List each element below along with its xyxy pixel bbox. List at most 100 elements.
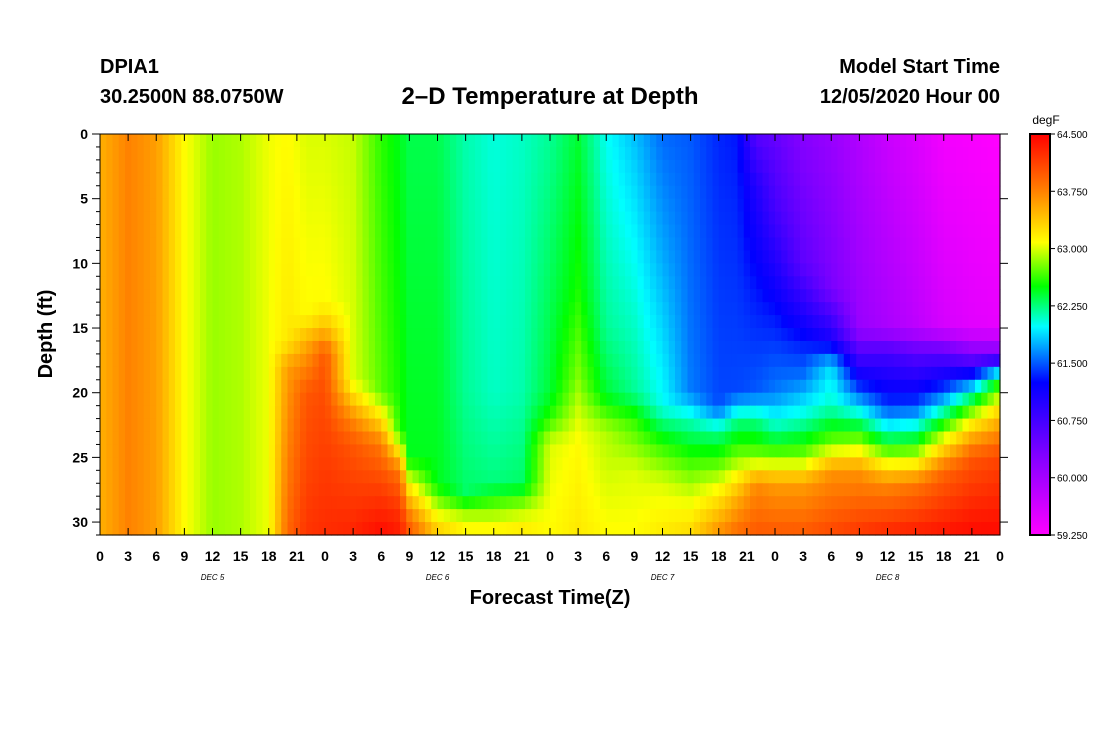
heatmap-cell <box>837 159 845 174</box>
heatmap-cell <box>912 315 920 329</box>
heatmap-cell <box>500 134 507 148</box>
heatmap-cell <box>806 315 814 329</box>
heatmap-cell <box>725 250 732 264</box>
heatmap-cell <box>525 315 532 329</box>
heatmap-cell <box>993 172 1001 187</box>
heatmap-cell <box>818 198 826 213</box>
heatmap-cell <box>475 328 482 342</box>
heatmap-cell <box>643 522 651 536</box>
heatmap-cell <box>937 392 945 407</box>
heatmap-cell <box>343 431 351 446</box>
heatmap-cell <box>631 263 639 277</box>
heatmap-cell <box>431 159 439 174</box>
heatmap-cell <box>987 509 995 523</box>
heatmap-cell <box>306 250 314 264</box>
heatmap-cell <box>612 483 620 497</box>
heatmap-cell <box>406 159 414 174</box>
heatmap-cell <box>137 431 145 446</box>
heatmap-cell <box>200 276 207 290</box>
heatmap-cell <box>962 172 970 187</box>
heatmap-cell <box>225 315 232 329</box>
heatmap-cell <box>843 237 851 252</box>
heatmap-cell <box>537 340 545 355</box>
heatmap-cell <box>256 353 264 368</box>
heatmap-cell <box>725 509 732 523</box>
heatmap-cell <box>525 185 532 200</box>
heatmap-cell <box>962 198 970 213</box>
heatmap-cell <box>612 418 620 433</box>
heatmap-cell <box>587 522 595 536</box>
heatmap-cell <box>362 418 370 433</box>
heatmap-cell <box>743 302 751 316</box>
y-tick-label: 20 <box>72 385 88 401</box>
heatmap-cell <box>581 250 589 264</box>
heatmap-cell <box>350 276 357 290</box>
heatmap-cell <box>156 315 164 329</box>
heatmap-cell <box>187 328 195 342</box>
heatmap-cell <box>131 457 139 471</box>
heatmap-cell <box>618 302 626 316</box>
heatmap-cell <box>418 431 426 446</box>
heatmap-cell <box>481 509 489 523</box>
heatmap-cell <box>837 483 845 497</box>
heatmap-cell <box>925 159 932 174</box>
heatmap-cell <box>937 289 945 303</box>
heatmap-cell <box>787 172 795 187</box>
heatmap-cell <box>862 224 870 239</box>
heatmap-cell <box>668 353 676 368</box>
heatmap-cell <box>512 211 520 226</box>
heatmap-cell <box>981 237 989 252</box>
heatmap-cell <box>512 483 520 497</box>
heatmap-cell <box>787 224 795 239</box>
heatmap-cell <box>575 302 582 316</box>
heatmap-cell <box>500 509 507 523</box>
heatmap-cell <box>362 302 370 316</box>
heatmap-cell <box>687 185 695 200</box>
heatmap-cell <box>456 185 464 200</box>
heatmap-cell <box>856 418 864 433</box>
heatmap-cell <box>418 198 426 213</box>
heatmap-cell <box>400 172 407 187</box>
heatmap-cell <box>668 340 676 355</box>
heatmap-cell <box>425 353 432 368</box>
heatmap-cell <box>862 185 870 200</box>
heatmap-cell <box>275 276 282 290</box>
heatmap-cell <box>218 302 226 316</box>
heatmap-cell <box>100 263 107 277</box>
heatmap-cell <box>712 315 720 329</box>
heatmap-cell <box>731 353 739 368</box>
heatmap-cell <box>112 483 120 497</box>
heatmap-cell <box>456 431 464 446</box>
heatmap-cell <box>981 250 989 264</box>
heatmap-cell <box>862 328 870 342</box>
heatmap-cell <box>375 263 382 277</box>
heatmap-cell <box>943 315 951 329</box>
heatmap-cell <box>375 418 382 433</box>
heatmap-cell <box>881 457 889 471</box>
heatmap-cell <box>962 134 970 148</box>
heatmap-cell <box>793 353 801 368</box>
heatmap-cell <box>500 172 507 187</box>
heatmap-cell <box>481 496 489 510</box>
heatmap-cell <box>906 496 914 510</box>
heatmap-cell <box>581 198 589 213</box>
heatmap-cell <box>475 146 482 161</box>
colorbar-ticks: 64.50063.75063.00062.25061.50060.75060.0… <box>1050 130 1088 542</box>
y-tick-label: 15 <box>72 320 88 336</box>
heatmap-cell <box>731 483 739 497</box>
heatmap-cell <box>475 289 482 303</box>
heatmap-cell <box>187 405 195 420</box>
heatmap-cell <box>506 444 514 458</box>
heatmap-cell <box>731 340 739 355</box>
heatmap-cell <box>968 366 976 381</box>
heatmap-cell <box>456 444 464 458</box>
heatmap-cell <box>475 496 482 510</box>
heatmap-cell <box>175 224 182 239</box>
heatmap-cell <box>737 509 745 523</box>
heatmap-cell <box>650 509 657 523</box>
x-tick-label: 9 <box>405 548 413 564</box>
heatmap-cell <box>143 392 151 407</box>
heatmap-cell <box>587 496 595 510</box>
heatmap-cell <box>325 159 332 174</box>
heatmap-cell <box>493 302 501 316</box>
